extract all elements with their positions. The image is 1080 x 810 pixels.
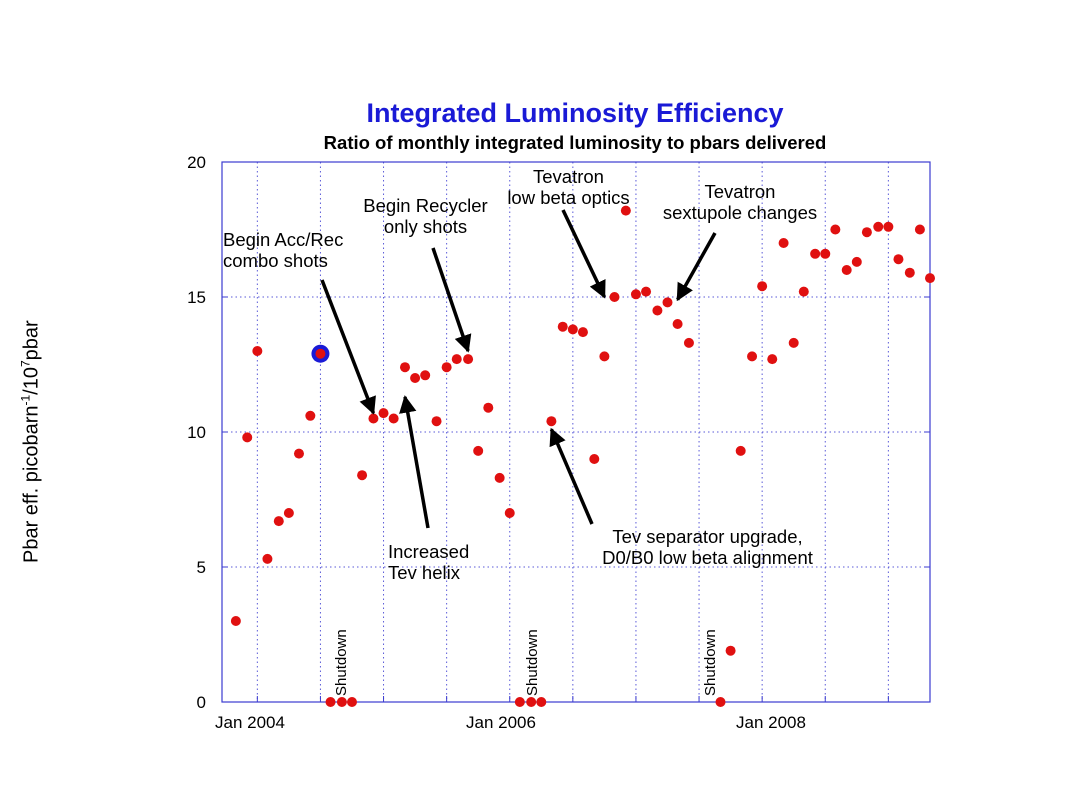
data-point: [346, 697, 357, 707]
data-point: [230, 616, 241, 626]
data-point: [536, 697, 547, 707]
data-point: [483, 402, 494, 413]
annotation-arrow: [431, 247, 472, 353]
data-point: [841, 265, 852, 275]
data-point: [652, 305, 663, 316]
y-tick-label: 15: [187, 288, 206, 307]
data-point: [567, 324, 578, 335]
data-point: [494, 472, 505, 483]
data-point: [747, 351, 758, 362]
data-point: [451, 354, 462, 365]
annotation-recycler: Begin Recycler only shots: [363, 195, 488, 237]
data-point: [463, 354, 474, 365]
x-tick-label: Jan 2006: [466, 713, 536, 732]
annotation-acc-rec: Begin Acc/Rec combo shots: [223, 229, 344, 271]
data-point: [325, 697, 336, 707]
data-point: [293, 448, 304, 459]
data-point: [546, 416, 557, 427]
data-point: [914, 224, 925, 235]
data-point: [577, 327, 588, 338]
data-point: [672, 319, 683, 329]
data-point: [283, 508, 294, 518]
shutdown-label: Shutdown: [702, 629, 719, 696]
x-tick-label: Jan 2008: [736, 713, 806, 732]
data-point: [630, 289, 641, 300]
data-point: [388, 413, 399, 424]
chart-title: Integrated Luminosity Efficiency: [366, 98, 784, 128]
y-tick-label: 5: [196, 558, 206, 577]
data-point: [410, 373, 421, 383]
data-point: [683, 337, 694, 348]
x-tick-label: Jan 2004: [215, 713, 285, 732]
data-point: [599, 351, 610, 362]
data-point: [861, 227, 872, 238]
y-tick-label: 0: [196, 693, 206, 712]
data-point: [526, 697, 537, 707]
data-point: [473, 445, 484, 456]
annotation-tev-helix: Increased Tev helix: [388, 541, 470, 583]
data-point: [925, 273, 935, 284]
data-point: [873, 221, 884, 232]
data-point: [315, 348, 326, 359]
y-tick-label: 20: [187, 153, 206, 172]
data-point: [557, 321, 568, 332]
data-point: [798, 286, 809, 297]
data-point: [810, 248, 821, 259]
data-point: [305, 410, 316, 421]
annotation-low-beta: Tevatron low beta optics: [507, 166, 630, 208]
data-point: [725, 645, 736, 656]
annotation-arrow: [549, 427, 594, 525]
annotation-arrow: [320, 279, 376, 415]
data-point: [431, 416, 442, 427]
data-point: [830, 224, 841, 235]
data-point: [273, 516, 284, 527]
shutdown-label: Shutdown: [524, 629, 541, 696]
data-point: [641, 286, 652, 297]
annotation-arrow: [399, 395, 430, 529]
data-point: [441, 362, 452, 373]
data-point: [851, 256, 862, 267]
data-point: [893, 254, 904, 265]
data-point: [399, 362, 410, 373]
data-point: [904, 267, 915, 278]
data-point: [757, 281, 768, 292]
annotation-arrow: [561, 209, 606, 299]
data-point: [420, 370, 431, 381]
data-point: [735, 445, 746, 456]
data-point: [620, 205, 631, 216]
data-point: [378, 408, 389, 419]
data-point: [252, 346, 263, 356]
data-point: [262, 553, 273, 564]
data-point: [715, 697, 726, 707]
shutdown-label: Shutdown: [333, 629, 350, 696]
data-point: [357, 470, 368, 481]
y-axis-label: Pbar eff. picobarn-1/107pbar: [18, 320, 43, 563]
annotation-sextupole: Tevatron sextupole changes: [662, 181, 818, 223]
data-point: [336, 697, 347, 707]
data-point: [589, 454, 600, 464]
data-point: [820, 248, 831, 259]
data-point: [883, 221, 894, 232]
data-point: [778, 238, 789, 248]
y-tick-label: 10: [187, 423, 206, 442]
data-point: [788, 337, 799, 348]
data-point: [609, 292, 620, 302]
data-point: [767, 354, 778, 365]
data-point: [514, 697, 525, 707]
data-point: [242, 432, 253, 443]
annotation-arrow: [676, 232, 717, 302]
data-point: [504, 508, 515, 518]
data-point: [368, 413, 379, 424]
chart-subtitle: Ratio of monthly integrated luminosity t…: [323, 132, 827, 153]
annotation-separator: Tev separator upgrade, D0/B0 low beta ali…: [602, 526, 813, 568]
data-point: [662, 297, 673, 308]
